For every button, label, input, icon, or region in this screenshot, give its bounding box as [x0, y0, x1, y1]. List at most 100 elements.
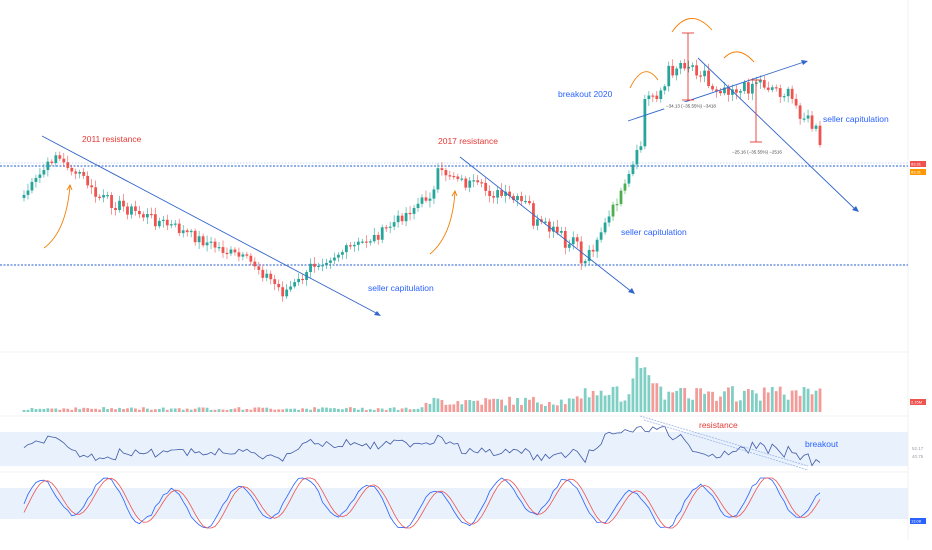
- volume-bar: [739, 400, 742, 412]
- price-tag-2: 83.31: [911, 170, 922, 175]
- volume-bar: [611, 386, 615, 412]
- candle-body: [520, 196, 523, 202]
- candle-body: [647, 95, 651, 100]
- candle-body: [524, 200, 527, 203]
- volume-bar: [122, 408, 125, 412]
- annotation-breakout-2020: breakout 2020: [558, 89, 613, 99]
- volume-bar: [496, 398, 500, 412]
- candle-body: [253, 261, 257, 267]
- volume-bar: [524, 397, 527, 412]
- candle-body: [356, 241, 360, 245]
- volume-bar: [360, 407, 364, 412]
- candle-body: [169, 224, 173, 226]
- volume-bar: [229, 409, 233, 412]
- candle-body: [217, 247, 221, 249]
- volume-bar: [707, 391, 710, 412]
- volume-bar: [782, 394, 786, 412]
- candle-body: [145, 213, 149, 218]
- candle-body: [452, 175, 456, 178]
- candle-body: [663, 86, 667, 91]
- candle-body: [675, 68, 679, 76]
- candle-body: [715, 89, 718, 91]
- stoch-k-line: [23, 477, 821, 529]
- candle-body: [404, 212, 408, 222]
- candle-body: [58, 155, 62, 159]
- rsi-layer: [23, 415, 821, 471]
- volume-bar: [233, 408, 237, 412]
- volume-bar: [492, 398, 496, 412]
- candle-body: [309, 263, 312, 273]
- candle-body: [380, 227, 384, 240]
- volume-bar: [285, 408, 289, 412]
- volume-bar: [488, 399, 492, 412]
- volume-bar: [591, 390, 595, 412]
- candle-body: [766, 87, 770, 90]
- volume-bar: [659, 386, 663, 412]
- candle-body: [508, 191, 511, 196]
- volume-bar: [762, 387, 766, 412]
- volume-bar: [277, 409, 281, 412]
- candle-body: [790, 88, 794, 99]
- volume-bar: [404, 407, 408, 412]
- candle-body: [360, 241, 364, 243]
- volume-bar: [639, 367, 643, 412]
- volume-bar: [142, 407, 145, 412]
- candle-body: [492, 196, 496, 198]
- candle-body: [149, 213, 153, 216]
- candle-body: [352, 244, 356, 247]
- candle-body: [802, 118, 806, 120]
- candle-body: [329, 260, 332, 263]
- volume-bar: [551, 404, 555, 412]
- candle-body: [388, 226, 392, 228]
- price-tag-2-bg: [910, 169, 926, 175]
- volume-bar: [273, 409, 277, 412]
- annotation-rsi-breakout: breakout: [805, 439, 839, 449]
- candle-body: [70, 167, 74, 172]
- volume-bar: [420, 407, 424, 412]
- trendline-2017: [459, 156, 633, 293]
- candle-body: [659, 90, 663, 99]
- annotation-rsi-resistance: resistance: [699, 420, 738, 430]
- candle-body: [794, 98, 798, 106]
- volume-bar: [173, 408, 177, 412]
- volume-bar: [396, 409, 400, 412]
- volume-bar: [754, 393, 758, 412]
- candle-body: [551, 226, 555, 232]
- candle-body: [639, 146, 643, 150]
- volume-bar: [309, 409, 312, 412]
- candle-body: [782, 96, 786, 98]
- volume-bar: [790, 390, 794, 412]
- volume-bar: [193, 408, 197, 412]
- candle-body: [142, 214, 145, 218]
- volume-bar: [297, 409, 301, 412]
- volume-layer: [22, 357, 822, 412]
- volume-bar: [337, 408, 340, 412]
- volume-bar: [687, 398, 691, 412]
- candle-body: [348, 245, 352, 247]
- candle-body: [98, 196, 102, 198]
- volume-bar: [388, 407, 392, 412]
- candle-body: [134, 206, 137, 211]
- candle-body: [368, 241, 372, 243]
- volume-bar: [631, 378, 635, 412]
- volume-bar: [245, 409, 249, 412]
- candle-body: [591, 249, 595, 252]
- candle-body: [213, 241, 217, 248]
- candle-body: [420, 197, 424, 204]
- rsi-channel-bottom: [643, 419, 809, 471]
- volume-bar: [802, 387, 806, 412]
- volume-bar: [70, 409, 74, 412]
- volume-bar: [237, 407, 241, 412]
- candle-body: [607, 216, 611, 223]
- candle-body: [679, 62, 683, 69]
- candle-body: [731, 89, 734, 95]
- volume-bar: [715, 400, 718, 412]
- volume-bar: [468, 399, 472, 412]
- volume-bar: [177, 408, 181, 412]
- measure-label-1-bg: [664, 102, 720, 109]
- candle-body: [516, 196, 519, 201]
- volume-bar: [786, 399, 790, 412]
- candle-body: [512, 195, 515, 201]
- candle-body: [595, 239, 599, 252]
- volume-bar: [313, 407, 316, 412]
